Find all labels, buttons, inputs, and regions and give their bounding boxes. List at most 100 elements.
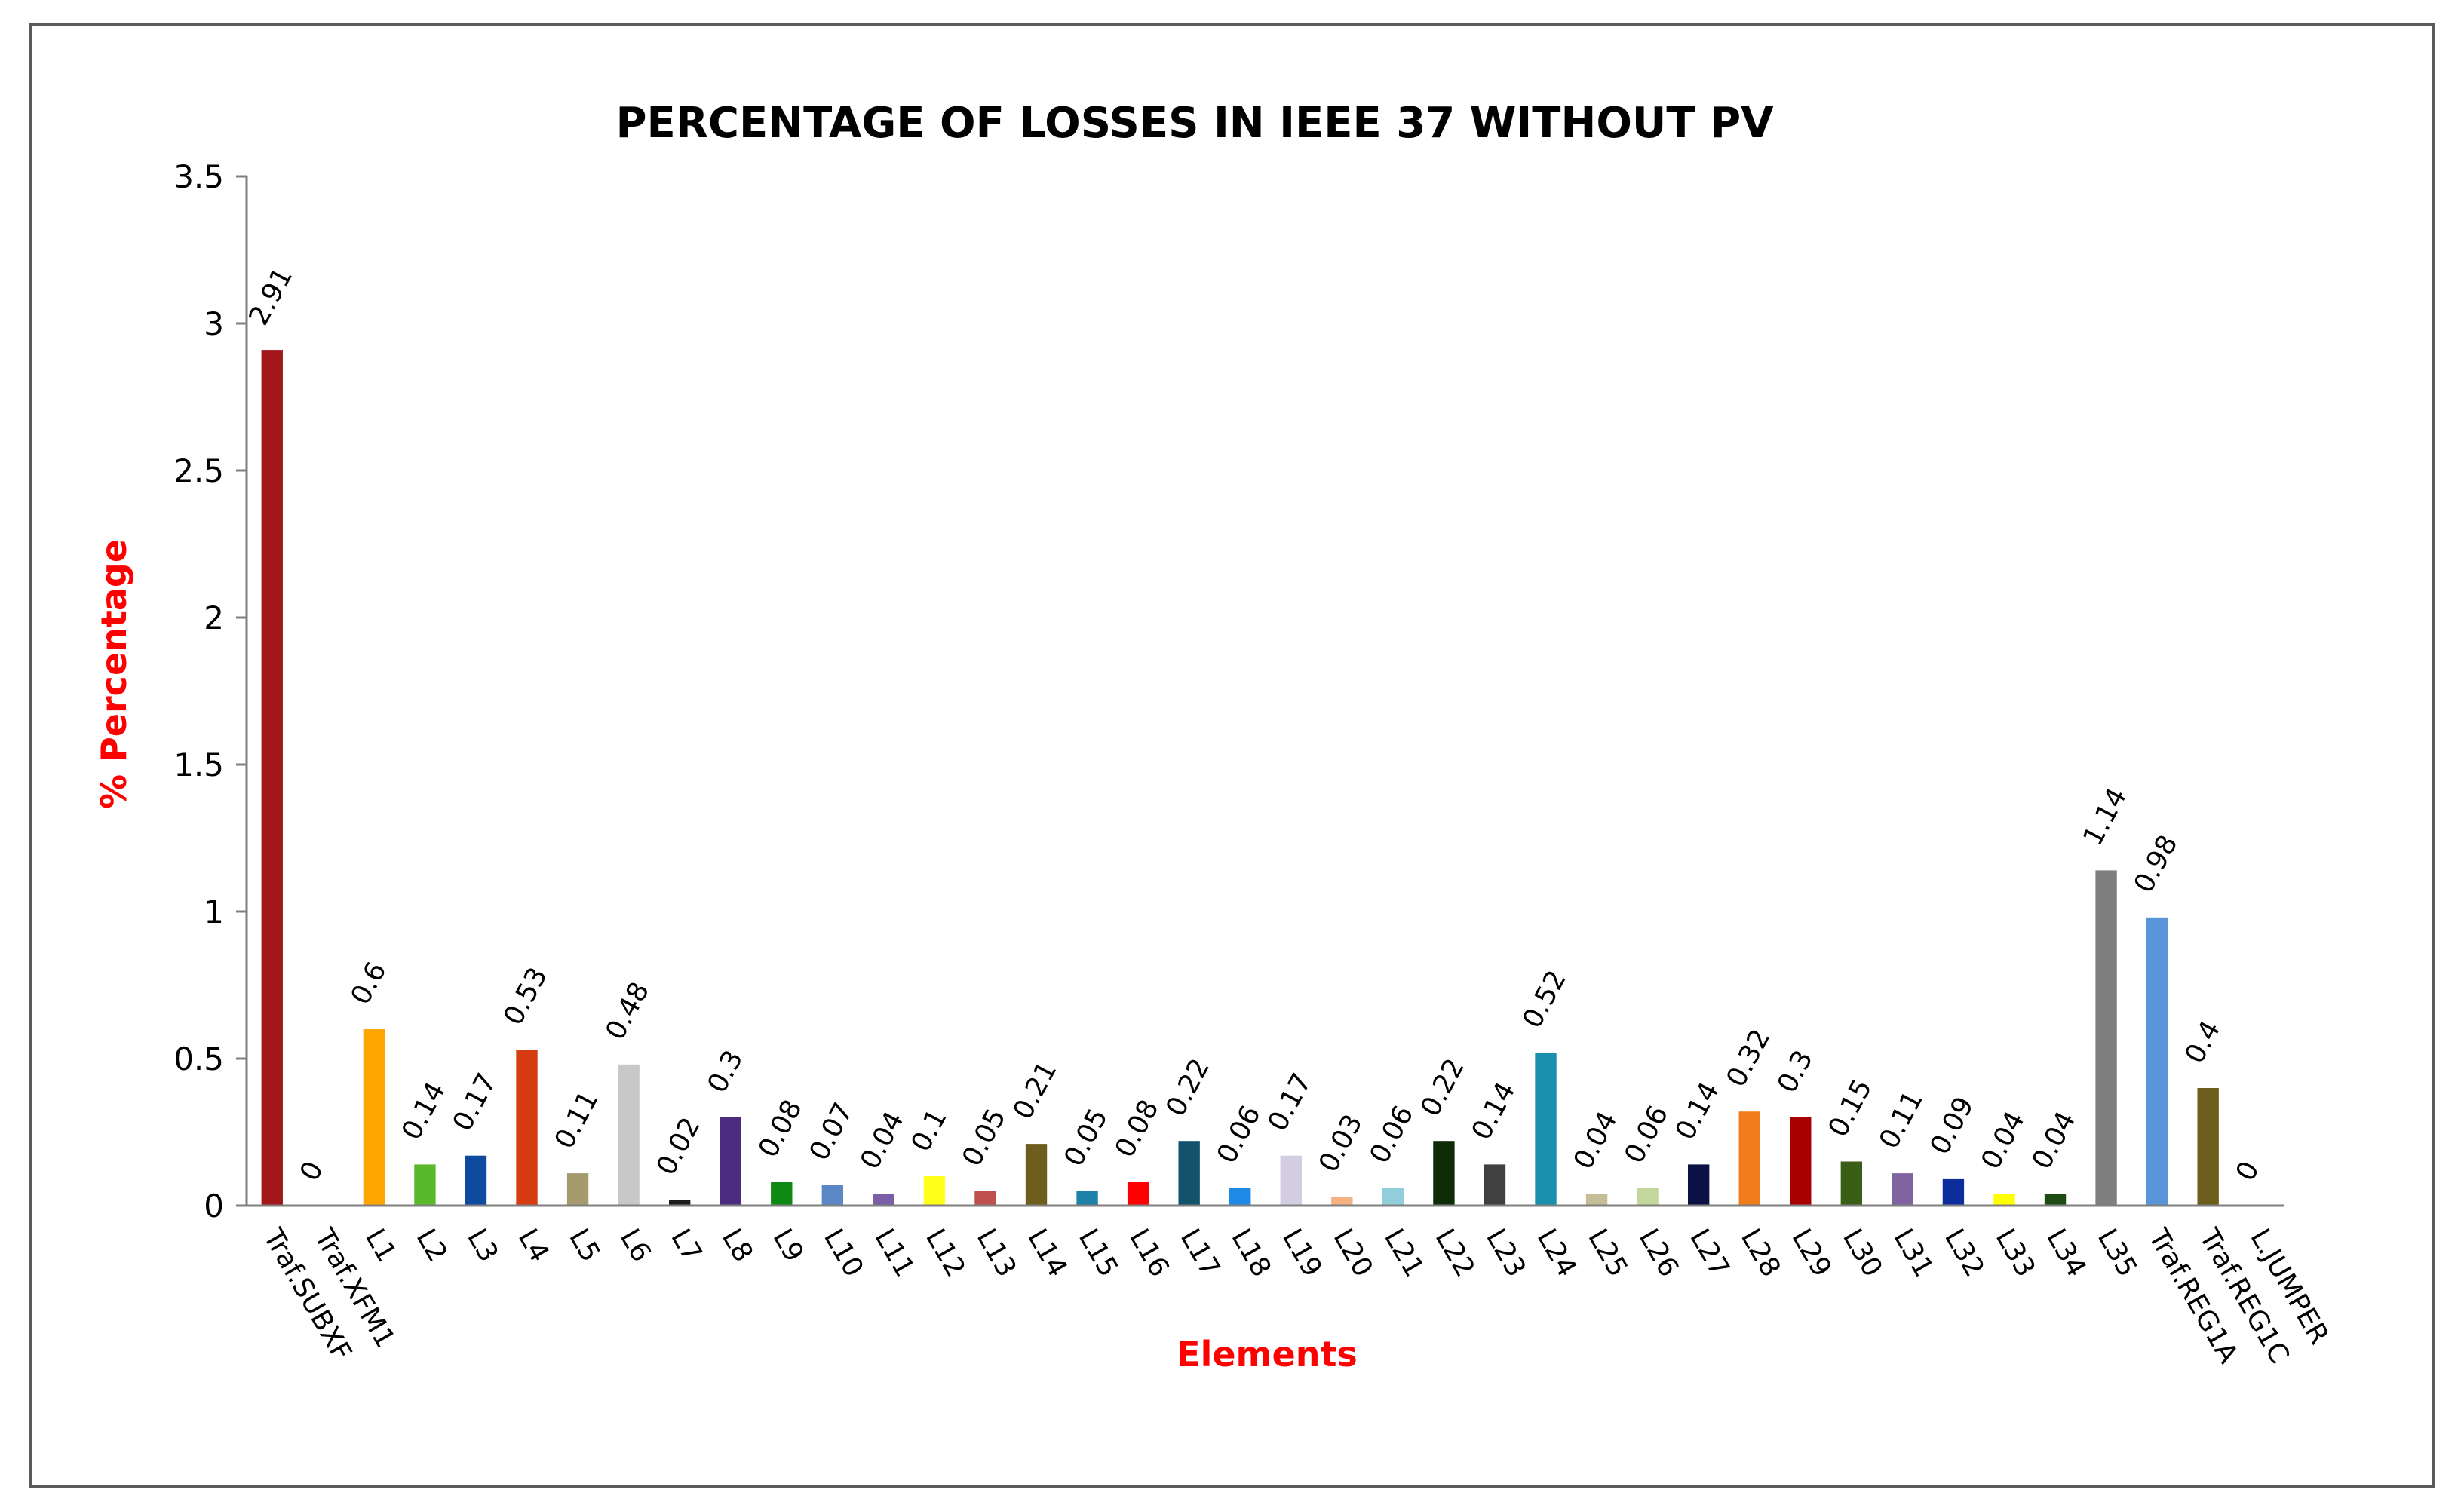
data-label: 0.03	[1313, 1110, 1369, 1178]
bar	[1484, 1164, 1506, 1206]
bar	[516, 1050, 538, 1206]
bar	[2197, 1088, 2219, 1206]
bar	[261, 350, 283, 1206]
data-label: 0.11	[549, 1086, 605, 1154]
data-label: 0.06	[1211, 1101, 1267, 1169]
x-tick-label: L2	[410, 1224, 453, 1267]
x-tick-label: L10	[818, 1224, 869, 1283]
bar	[1585, 1194, 1608, 1206]
bar	[1790, 1117, 1812, 1206]
data-label: 0.14	[396, 1077, 452, 1145]
bar	[1993, 1194, 2015, 1206]
x-tick-label: L27	[1683, 1224, 1735, 1283]
x-tick-label: L14	[1021, 1224, 1072, 1283]
x-tick-label: L9	[766, 1224, 809, 1267]
y-tick-label: 3.5	[173, 158, 224, 195]
data-label: 0.02	[651, 1112, 707, 1180]
bar	[465, 1155, 487, 1206]
bar	[821, 1185, 844, 1206]
y-tick-label: 1.5	[173, 746, 224, 783]
x-tick-label: L4	[512, 1224, 555, 1267]
data-label: 0.3	[701, 1045, 749, 1098]
data-labels: 2.9100.60.140.170.530.110.480.020.30.080…	[244, 262, 2266, 1186]
x-tick-label: L26	[1633, 1224, 1684, 1283]
x-tick-label: L22	[1429, 1224, 1481, 1283]
data-label: 1.14	[2077, 783, 2133, 851]
x-tick-label: L8	[716, 1224, 759, 1267]
y-tick-label: 3	[204, 305, 224, 342]
data-label: 0.6	[345, 957, 393, 1010]
bar	[1076, 1191, 1098, 1206]
bar	[1025, 1144, 1048, 1206]
data-label: 0.08	[1109, 1095, 1165, 1163]
bar	[1229, 1188, 1251, 1206]
x-tick-label: L21	[1378, 1224, 1429, 1283]
bar	[720, 1117, 741, 1206]
data-label: 0.11	[1873, 1086, 1929, 1154]
y-tick-label: 1	[204, 893, 224, 930]
x-tick-label: L5	[563, 1224, 606, 1267]
data-label: 0.14	[1466, 1077, 1522, 1145]
chart-title: PERCENTAGE OF LOSSES IN IEEE 37 WITHOUT …	[616, 99, 1775, 148]
data-label: 0.06	[1364, 1101, 1420, 1169]
data-label: 0.17	[447, 1068, 503, 1136]
bar	[1637, 1188, 1659, 1206]
bar	[668, 1200, 691, 1206]
x-tick-label: L12	[919, 1224, 971, 1283]
y-axis: 0 0.5 1 1.5 2 2.5 3 3.5	[173, 158, 247, 1224]
data-label: 0.04	[1568, 1107, 1624, 1175]
x-tick-label: L35	[2091, 1224, 2143, 1283]
bar	[1840, 1161, 1863, 1206]
x-tick-label: L33	[1990, 1224, 2041, 1283]
x-tick-label: L20	[1327, 1224, 1379, 1283]
data-label: 0.4	[2179, 1016, 2226, 1068]
bar	[1331, 1197, 1353, 1206]
data-label: 0.22	[1160, 1053, 1216, 1121]
y-tick-label: 0	[204, 1188, 224, 1224]
x-tick-label: L6	[614, 1224, 657, 1267]
y-tick-label: 2	[204, 599, 224, 636]
x-tick-label: L7	[664, 1224, 707, 1267]
x-tick-label: L18	[1225, 1224, 1276, 1283]
x-tick-label: L32	[1938, 1224, 1990, 1283]
data-label: 0.22	[1415, 1053, 1471, 1121]
bar	[974, 1191, 996, 1206]
x-tick-label: L23	[1480, 1224, 1531, 1283]
data-label: 0.04	[2027, 1107, 2082, 1175]
x-tick-label: L31	[1888, 1224, 1939, 1283]
bar	[1687, 1164, 1710, 1206]
bar	[618, 1064, 640, 1206]
x-tick-label: L24	[1531, 1224, 1582, 1283]
y-axis-label: % Percentage	[94, 539, 134, 809]
bar	[1535, 1053, 1557, 1206]
bar	[873, 1194, 894, 1206]
bar	[1127, 1182, 1149, 1206]
x-tick-label: L1	[359, 1224, 402, 1267]
data-label: 0.09	[1925, 1092, 1981, 1160]
data-label: 2.91	[244, 262, 299, 330]
bar	[1382, 1188, 1404, 1206]
x-tick-label: L34	[2040, 1224, 2091, 1283]
bar	[2095, 870, 2117, 1206]
data-label: 0.3	[1772, 1045, 1819, 1098]
x-tick-label: L13	[971, 1224, 1022, 1283]
data-label: 0.14	[1670, 1077, 1726, 1145]
data-label: 0.32	[1720, 1024, 1776, 1092]
data-label: 0	[2230, 1157, 2266, 1186]
data-label: 0.05	[1058, 1104, 1114, 1172]
bar	[1738, 1111, 1760, 1206]
data-label: 0.98	[2128, 830, 2184, 898]
x-tick-label: L30	[1836, 1224, 1888, 1283]
bar	[1433, 1141, 1455, 1206]
x-tick-label: L25	[1582, 1224, 1633, 1283]
bar	[1178, 1141, 1200, 1206]
bar	[414, 1164, 436, 1206]
bar	[1280, 1155, 1302, 1206]
bar	[2146, 917, 2168, 1206]
data-label: 0.04	[1975, 1107, 2031, 1175]
x-tick-label: L19	[1276, 1224, 1327, 1283]
y-tick-label: 0.5	[173, 1041, 224, 1077]
x-tick-label: L15	[1072, 1224, 1124, 1283]
bar	[363, 1029, 385, 1206]
data-label: 0.48	[600, 977, 655, 1045]
